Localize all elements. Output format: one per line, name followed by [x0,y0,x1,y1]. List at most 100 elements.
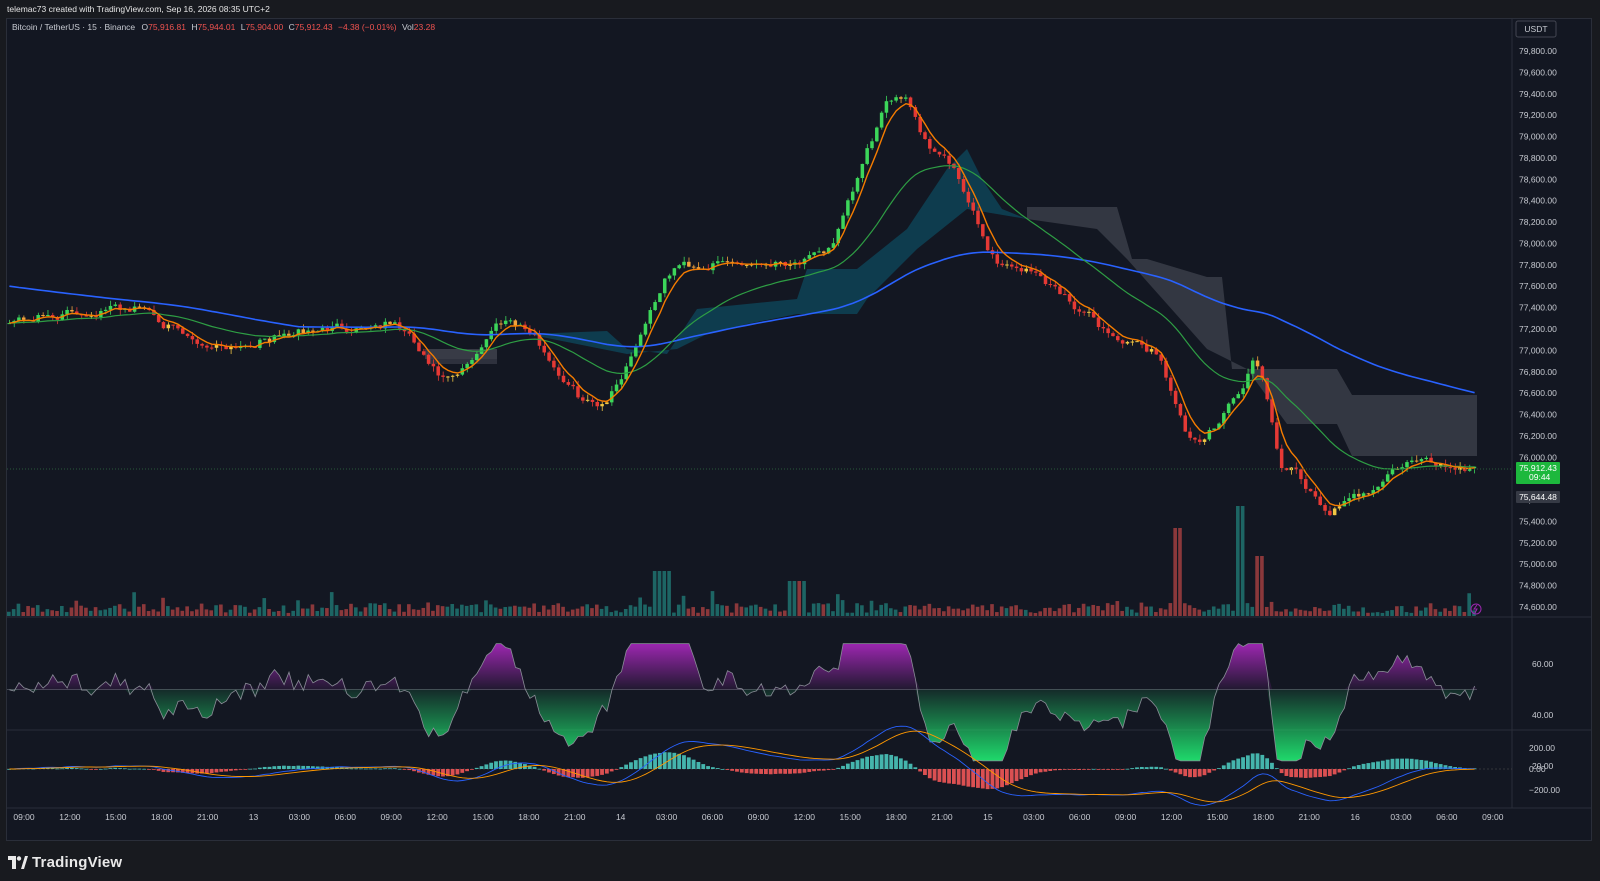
macd-histogram-bar [1212,769,1217,771]
macd-histogram-bar [735,769,739,772]
time-axis[interactable]: 09:00 12:00 15:00 18:00 21:00 13 03:00 06:00 09:… [13,812,1503,822]
volume-bar [305,608,310,616]
macd-histogram-bar [402,769,407,770]
volume-bar [156,611,161,616]
volume-bar [590,608,594,616]
macd-histogram-bar [127,768,132,770]
time-tick: 15:00 [840,812,862,822]
candle-body [412,333,416,343]
macd-histogram-bar [913,767,918,769]
macd-tick: 200.00 [1529,743,1555,753]
footer: TradingView [0,841,1600,881]
macd-histogram-bar [768,769,773,775]
macd-histogram-bar [508,760,513,769]
legend-vol-label: Vol [402,22,414,32]
volume-bar [845,612,850,616]
macd-histogram-bar [1371,762,1376,769]
currency-label[interactable]: USDT [1524,24,1547,34]
macd-histogram-bar [1033,769,1038,774]
volume-bar [108,607,112,616]
time-tick: 21:00 [931,812,953,822]
candle-body [629,356,633,367]
volume-bar [16,603,21,616]
macd-histogram-bar [469,769,474,770]
macd-histogram-bar [1443,765,1448,769]
chart-frame[interactable]: Bitcoin / TetherUS · 15 · Binance O75,91… [6,18,1592,841]
volume-bar [1245,603,1250,616]
candle-body [749,264,754,266]
volume-bar [889,608,893,616]
candle-body [267,338,272,343]
volume-bar [696,612,700,616]
volume-bar [619,612,623,616]
macd-histogram-bar [455,769,460,775]
price-tick: 79,600.00 [1519,67,1557,77]
candle-body [937,151,942,155]
chart-svg[interactable]: Bitcoin / TetherUS · 15 · Binance O75,91… [7,19,1591,840]
macd-histogram-bar [1217,768,1221,769]
macd-histogram-bar [484,764,489,769]
marker-price-label: 75,644.48 [1519,492,1557,502]
volume-bar [999,606,1004,616]
candle-body [311,330,315,332]
macd-histogram-bar [286,765,291,769]
volume-bar [1337,603,1341,616]
candle-body [778,261,783,263]
price-axis[interactable]: 79,800.00 79,600.00 79,400.00 79,200.00 79,0… [1519,46,1557,612]
volume-bar [484,600,488,616]
macd-histogram-bar [1053,769,1057,771]
volume-bar [681,595,686,616]
candle-body [552,360,556,368]
volume-bar [532,603,536,616]
candle-body [942,154,947,156]
macd-histogram-bar [89,769,94,770]
macd-histogram-bar [426,769,431,775]
candle-body [455,374,460,376]
lightning-icon[interactable] [1470,603,1482,615]
macd-histogram-bar [1164,768,1168,770]
volume-bar [1317,608,1322,616]
volume-bar [1052,611,1057,616]
tradingview-brand[interactable]: TradingView [8,854,122,871]
macd-histogram-bar [1298,769,1303,778]
volume-bar [1274,611,1279,616]
macd-histogram-bar [1385,759,1390,769]
macd-histogram-bar [961,769,966,786]
price-tick: 79,000.00 [1519,132,1557,142]
candle-body [985,236,990,251]
candle-body [846,200,850,216]
macd-histogram-bar [1433,763,1438,769]
macd-histogram-bar [749,769,754,774]
candle-body [205,345,209,348]
volume-bar [1202,611,1206,616]
volume-bar [913,605,917,616]
macd-histogram-bar [421,769,426,774]
macd-histogram-bar [1289,769,1294,778]
macd-histogram-bar [1245,755,1250,769]
candle-body [976,210,980,225]
macd-histogram-bar [1226,762,1231,769]
volume-bar [1139,602,1144,616]
volume-bar [1216,608,1221,616]
candle-body [1091,311,1096,318]
candle-body [605,402,609,405]
volume-bar [474,604,479,616]
price-tick: 77,600.00 [1519,281,1557,291]
candle-body [691,266,696,268]
macd-histogram-bar [1101,769,1106,770]
macd-histogram-bar [359,768,363,770]
volume-bar [276,610,281,616]
currency-badge[interactable] [1515,20,1557,38]
candle-body [1111,333,1115,337]
volume-bar [1014,605,1018,616]
macd-histogram-bar [966,769,971,787]
macd-histogram-bar [1409,758,1414,769]
macd-histogram-bar [1197,769,1202,777]
volume-bar [117,604,122,616]
candle-body [1202,439,1207,442]
volume-bar [850,612,855,616]
volume-bar [450,604,455,616]
macd-histogram-bar [291,765,296,769]
candle-body [118,304,122,310]
macd-histogram-bar [431,769,436,776]
